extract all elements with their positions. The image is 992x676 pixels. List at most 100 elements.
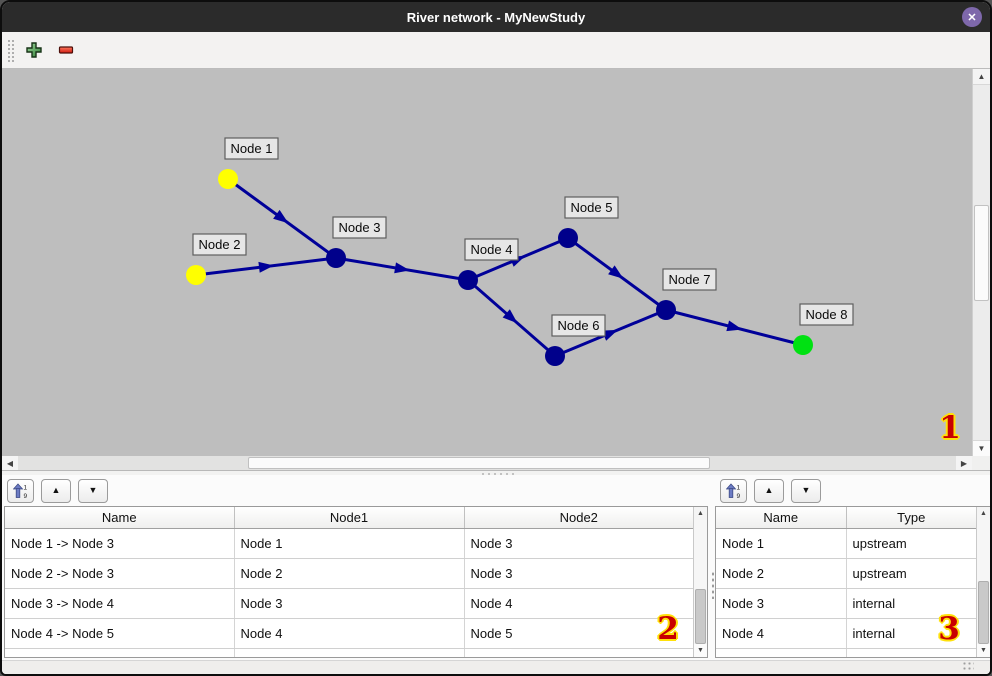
table-row[interactable]: Node 4 internal — [716, 618, 976, 649]
nodes-table-scrollbar[interactable]: ▲ ▼ — [976, 507, 990, 657]
toolbar-drag-handle[interactable] — [6, 38, 14, 62]
edges-col-node2[interactable]: Node2 — [464, 507, 693, 529]
scroll-down-icon[interactable]: ▼ — [973, 440, 990, 456]
resize-grip-icon[interactable] — [962, 661, 974, 671]
table-row[interactable]: Node 1 upstream — [716, 528, 976, 559]
cell-name[interactable]: Node 1 -> Node 3 — [5, 528, 235, 559]
cell-type[interactable]: internal — [846, 618, 976, 649]
cell-name[interactable]: Node 4 — [716, 618, 847, 649]
table-row[interactable]: Node 3 internal — [716, 588, 976, 619]
edges-col-node1[interactable]: Node1 — [234, 507, 465, 529]
graph-node[interactable] — [545, 346, 565, 366]
cell-node2[interactable] — [464, 648, 693, 657]
graph-node[interactable] — [558, 228, 578, 248]
graph-node[interactable] — [218, 169, 238, 189]
canvas-horizontal-scrollbar[interactable]: ◀ ▶ — [2, 456, 990, 470]
table-row[interactable] — [716, 648, 976, 657]
graph-node[interactable] — [326, 248, 346, 268]
node-label[interactable]: Node 4 — [464, 238, 519, 261]
cell-name[interactable]: Node 3 — [716, 588, 847, 619]
nodes-scroll-thumb[interactable] — [978, 581, 989, 644]
move-down-button[interactable]: ▼ — [78, 478, 108, 503]
node-label[interactable]: Node 2 — [192, 233, 247, 256]
scroll-up-icon[interactable]: ▲ — [694, 507, 707, 520]
arrow-up-icon: ▲ — [51, 485, 61, 495]
scroll-up-icon[interactable]: ▲ — [973, 69, 990, 85]
nodes-col-type[interactable]: Type — [846, 507, 976, 529]
cell-node1[interactable] — [234, 648, 465, 657]
node-label[interactable]: Node 8 — [799, 303, 854, 326]
sort-1-9-icon: 1 9 — [12, 482, 27, 499]
cell-node2[interactable]: Node 4 — [464, 588, 693, 619]
minus-icon — [58, 46, 74, 54]
graph-node[interactable] — [656, 300, 676, 320]
edges-col-name[interactable]: Name — [5, 507, 235, 529]
cell-node2[interactable]: Node 5 — [464, 618, 693, 649]
river-network-canvas[interactable]: Node 1 Node 2 Node 3 Node 4 Node 5 Node 6 Node… — [2, 69, 972, 456]
edges-scroll-thumb[interactable] — [695, 589, 706, 644]
svg-text:9: 9 — [23, 493, 27, 499]
add-node-button[interactable] — [22, 38, 46, 62]
canvas-hscroll-thumb[interactable] — [248, 457, 710, 469]
cell-name[interactable]: Node 2 — [716, 558, 847, 589]
cell-name[interactable] — [716, 648, 847, 657]
sort-button[interactable]: 1 9 — [720, 478, 747, 503]
arrow-down-icon: ▼ — [801, 485, 811, 495]
canvas-vscroll-thumb[interactable] — [974, 205, 989, 301]
cell-type[interactable]: upstream — [846, 558, 976, 589]
cell-name[interactable]: Node 1 — [716, 528, 847, 559]
nodes-col-name[interactable]: Name — [716, 507, 847, 529]
edges-table-scrollbar[interactable]: ▲ ▼ — [693, 507, 707, 657]
node-label[interactable]: Node 3 — [332, 216, 387, 239]
node-label-box — [564, 196, 619, 219]
cell-name[interactable]: Node 2 -> Node 3 — [5, 558, 235, 589]
canvas-vertical-scrollbar[interactable]: ▲ ▼ — [972, 69, 990, 456]
table-row[interactable] — [5, 648, 693, 657]
cell-node1[interactable]: Node 3 — [234, 588, 465, 619]
canvas-hscroll-track[interactable] — [18, 456, 956, 470]
cell-type[interactable]: internal — [846, 588, 976, 619]
nodes-pane: 1 9 ▲ ▼ Name Type — [715, 475, 990, 660]
title-bar[interactable]: River network - MyNewStudy ✕ — [2, 2, 990, 32]
cell-node2[interactable]: Node 3 — [464, 558, 693, 589]
node-label-text: Node 8 — [806, 307, 848, 322]
scroll-left-icon[interactable]: ◀ — [2, 456, 18, 470]
table-row[interactable]: Node 2 upstream — [716, 558, 976, 589]
remove-node-button[interactable] — [54, 38, 78, 62]
table-row[interactable]: Node 1 -> Node 3 Node 1 Node 3 — [5, 528, 693, 559]
scroll-right-icon[interactable]: ▶ — [956, 456, 972, 470]
scroll-down-icon[interactable]: ▼ — [977, 644, 990, 657]
window-title: River network - MyNewStudy — [406, 9, 586, 25]
table-row[interactable]: Node 4 -> Node 5 Node 4 Node 5 — [5, 618, 693, 649]
node-label[interactable]: Node 7 — [662, 268, 717, 291]
cell-name[interactable]: Node 3 -> Node 4 — [5, 588, 235, 619]
vertical-splitter[interactable] — [710, 475, 715, 660]
edges-table-container: Name Node1 Node2 Node 1 -> Node 3 Node 1… — [4, 506, 708, 658]
node-label[interactable]: Node 6 — [551, 314, 606, 337]
cell-node1[interactable]: Node 4 — [234, 618, 465, 649]
horizontal-splitter[interactable] — [2, 470, 990, 476]
cell-type[interactable] — [846, 648, 976, 657]
cell-name[interactable] — [5, 648, 235, 657]
sort-button[interactable]: 1 9 — [7, 478, 34, 503]
cell-node1[interactable]: Node 1 — [234, 528, 465, 559]
node-label[interactable]: Node 1 — [224, 137, 279, 160]
close-button[interactable]: ✕ — [962, 7, 982, 27]
graph-node[interactable] — [793, 335, 813, 355]
cell-node2[interactable]: Node 3 — [464, 528, 693, 559]
move-up-button[interactable]: ▲ — [754, 478, 784, 503]
move-down-button[interactable]: ▼ — [791, 478, 821, 503]
graph-node[interactable] — [458, 270, 478, 290]
node-label[interactable]: Node 5 — [564, 196, 619, 219]
move-up-button[interactable]: ▲ — [41, 478, 71, 503]
cell-type[interactable]: upstream — [846, 528, 976, 559]
scroll-down-icon[interactable]: ▼ — [694, 644, 707, 657]
node-label-text: Node 2 — [199, 237, 241, 252]
table-row[interactable]: Node 2 -> Node 3 Node 2 Node 3 — [5, 558, 693, 589]
table-row[interactable]: Node 3 -> Node 4 Node 3 Node 4 — [5, 588, 693, 619]
graph-node[interactable] — [186, 265, 206, 285]
scroll-up-icon[interactable]: ▲ — [977, 507, 990, 520]
cell-node1[interactable]: Node 2 — [234, 558, 465, 589]
cell-name[interactable]: Node 4 -> Node 5 — [5, 618, 235, 649]
main-toolbar — [2, 32, 990, 69]
